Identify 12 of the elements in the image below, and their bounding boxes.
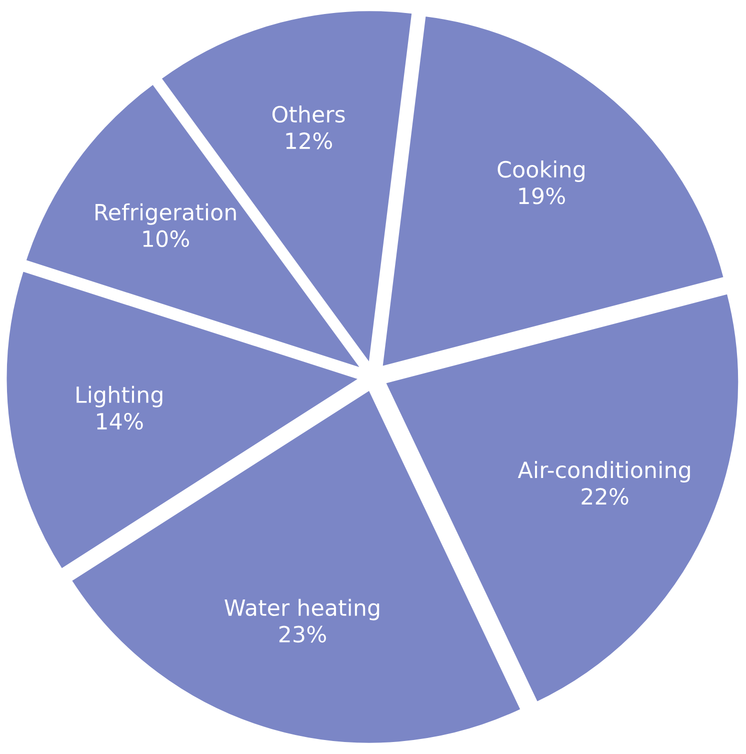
data-label: 14% [97,412,143,430]
data-label: 12% [286,132,332,150]
slice-label: Water heating [224,598,380,620]
data-label: 22% [582,488,628,505]
slice-label: Lighting [76,386,162,408]
slice-label: Air-conditioning [518,461,690,483]
slice-label: Refrigeration [96,203,236,225]
data-label: 23% [279,626,326,643]
slice-label: Cooking [498,160,584,182]
data-label: 10% [143,230,190,248]
data-label: 19% [519,187,565,204]
slice-label: Others [272,105,345,123]
